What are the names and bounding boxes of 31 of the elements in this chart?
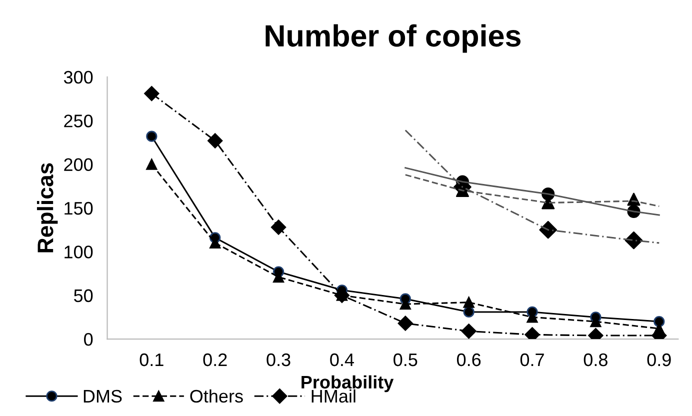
x-tick-label: 0.7 [520,353,544,366]
point [146,158,158,170]
y-tick-label: 250 [64,114,93,128]
point [539,220,558,239]
x-tick-label: 0.9 [647,353,671,366]
point [463,296,474,308]
y-tick-label: 50 [74,289,93,302]
point [463,306,474,318]
y-tick-label: 100 [64,246,93,258]
x-tick-label: 0.5 [394,353,418,366]
x-tick-label: 0.3 [266,353,290,366]
y-tick-label: 200 [64,158,93,172]
x-tick-label: 0.2 [203,353,227,366]
x-tick-label: 0.8 [584,353,608,366]
y-tick-label: 150 [64,202,93,215]
point [208,133,223,148]
point [146,130,158,142]
x-tick-label: 0.1 [140,353,164,366]
point [144,86,160,102]
y-tick-label: 300 [64,70,93,84]
legend-label: Others [190,389,243,403]
point [270,220,286,235]
x-tick-label: 0.4 [330,353,354,366]
legend-label: DMS [84,390,122,403]
point [624,231,643,250]
x-tick-label: 0.6 [456,353,481,366]
y-tick-label: 0 [84,332,93,346]
point [398,316,413,331]
point [461,324,476,339]
chart-title: Number of copies [266,24,520,53]
y-axis-title: Replicas [36,163,58,252]
